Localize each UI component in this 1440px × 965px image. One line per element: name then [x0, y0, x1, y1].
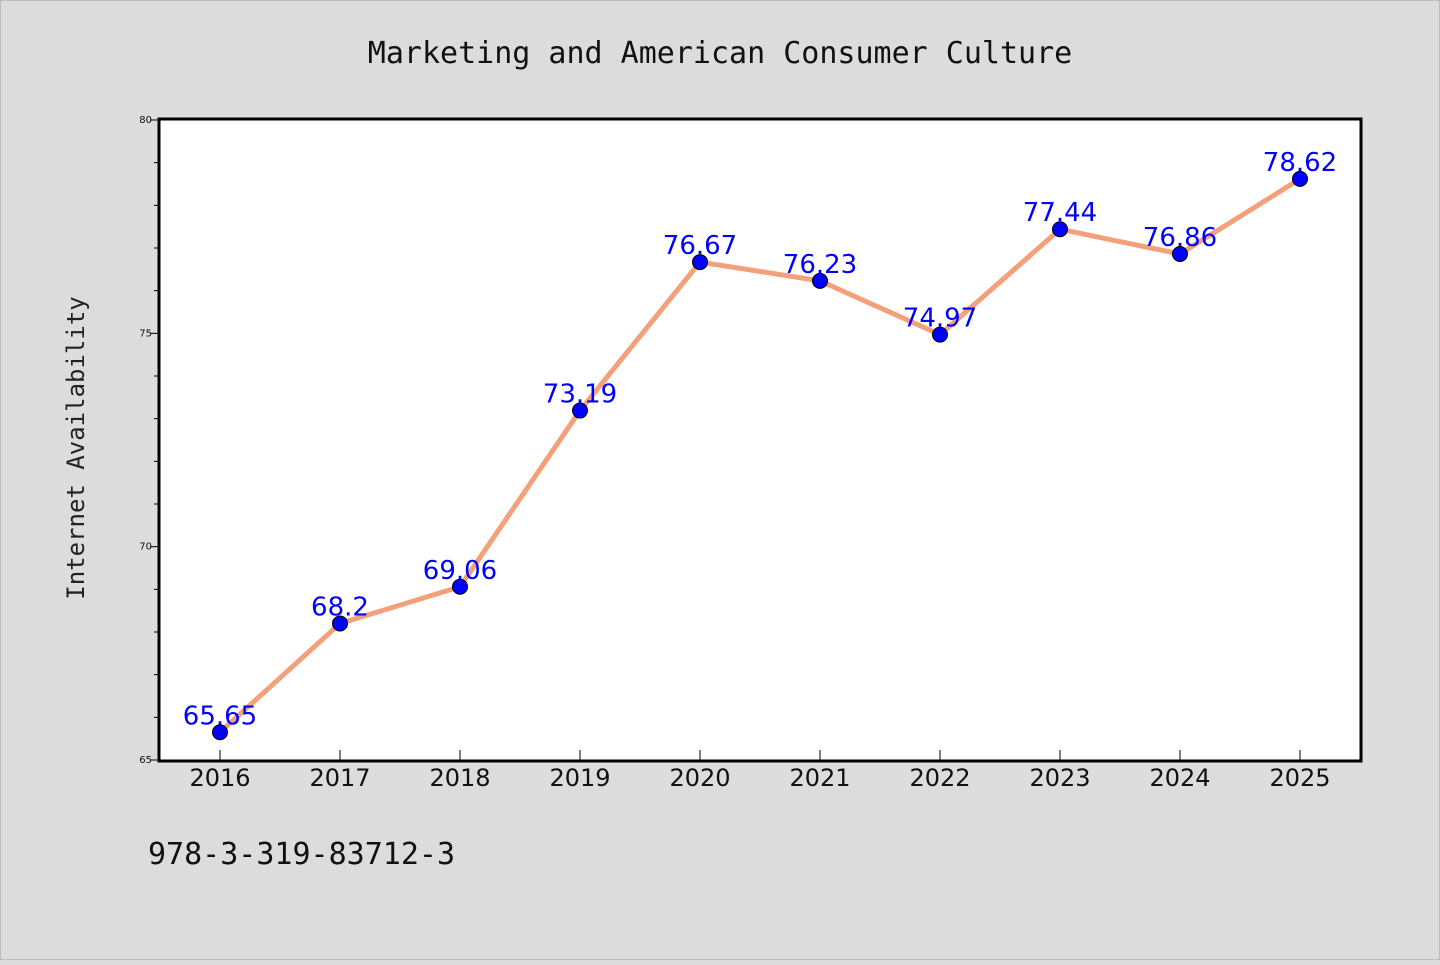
- y-tick-label: 75: [139, 328, 152, 339]
- data-label: 65.65: [183, 701, 257, 731]
- x-tick-label: 2021: [789, 764, 850, 792]
- y-tick-label: 70: [139, 542, 152, 553]
- data-point: [1292, 170, 1308, 187]
- x-tick-label: 2020: [669, 764, 730, 792]
- x-tick-label: 2024: [1149, 764, 1210, 792]
- chart-title: Marketing and American Consumer Culture: [368, 36, 1072, 71]
- data-point: [572, 402, 588, 419]
- footer-isbn: 978-3-319-83712-3: [148, 837, 455, 872]
- data-label: 68.2: [311, 592, 369, 622]
- data-point: [1052, 221, 1068, 238]
- data-label: 77.44: [1023, 198, 1097, 228]
- y-tick-label: 80: [139, 115, 152, 126]
- x-axis-ticks: 2016 2017 2018 2019 2020 2021 2022 2023 2024 2025: [189, 750, 1331, 792]
- data-points: [212, 170, 1308, 741]
- data-point: [1172, 245, 1188, 262]
- data-labels: 65.65 68.2 69.06 73.19 76.67 76.23 74.97 77.44 7…: [183, 148, 1337, 731]
- y-axis-label: Internet Availability: [62, 296, 90, 599]
- plot-area: [157, 117, 1363, 763]
- x-tick-label: 2017: [309, 764, 370, 792]
- y-axis-ticks: 65 70 75 80: [139, 115, 160, 766]
- data-label: 78.62: [1263, 148, 1337, 178]
- data-label: 73.19: [543, 380, 617, 410]
- data-label: 76.67: [663, 231, 737, 261]
- data-point: [332, 615, 348, 632]
- x-tick-label: 2025: [1269, 764, 1330, 792]
- y-tick-label: 65: [139, 755, 152, 766]
- x-tick-label: 2022: [909, 764, 970, 792]
- data-label: 69.06: [423, 556, 497, 586]
- data-point: [812, 272, 828, 289]
- data-label: 74.97: [903, 304, 977, 334]
- data-label: 76.23: [783, 250, 857, 280]
- x-tick-label: 2023: [1029, 764, 1090, 792]
- series-line: [217, 176, 1303, 735]
- data-point: [932, 326, 948, 343]
- data-point: [692, 254, 708, 271]
- x-tick-label: 2018: [429, 764, 490, 792]
- data-label: 76.86: [1143, 223, 1217, 253]
- series-line-group: [217, 176, 1303, 735]
- x-tick-label: 2019: [549, 764, 610, 792]
- data-point: [212, 724, 228, 741]
- data-point: [452, 578, 468, 595]
- x-tick-label: 2016: [189, 764, 250, 792]
